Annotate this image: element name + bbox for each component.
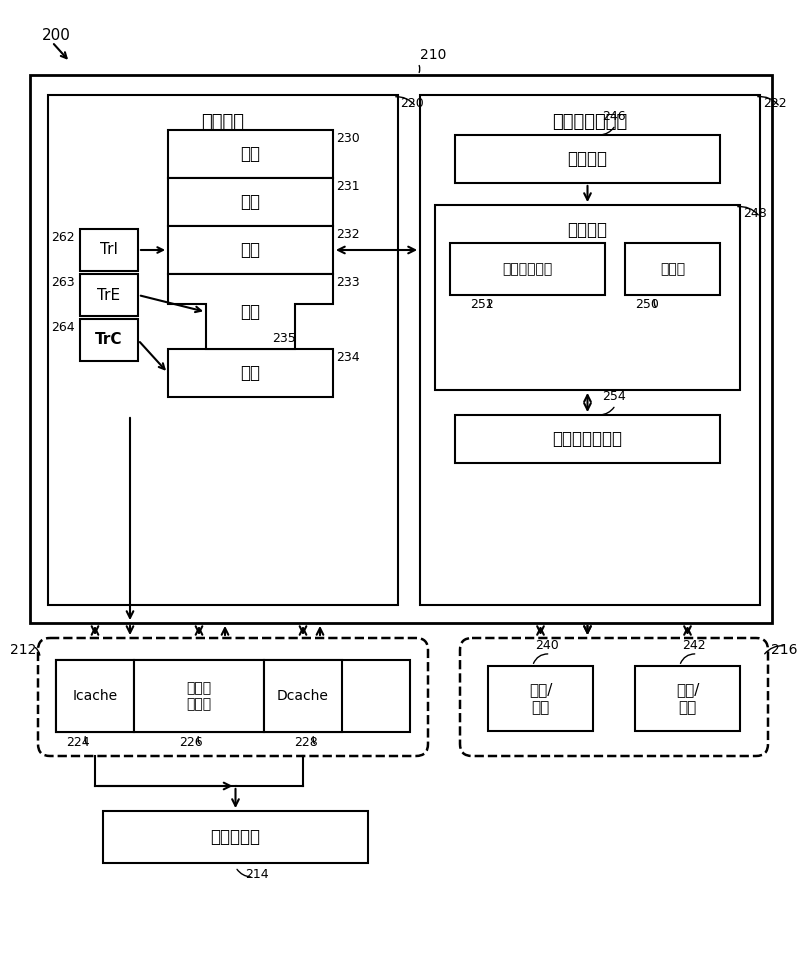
- FancyBboxPatch shape: [460, 638, 768, 756]
- Text: 240: 240: [535, 639, 559, 652]
- Text: 232: 232: [336, 228, 360, 241]
- Text: 监视逻辑: 监视逻辑: [567, 221, 607, 239]
- Text: 228: 228: [294, 736, 318, 749]
- Text: TrE: TrE: [98, 287, 121, 303]
- Bar: [48, 95, 398, 605]
- Text: 230: 230: [336, 132, 360, 145]
- Text: 263: 263: [51, 276, 75, 289]
- Text: 提取: 提取: [241, 145, 261, 163]
- Text: 233: 233: [336, 276, 360, 289]
- Bar: [635, 666, 740, 731]
- Text: 210: 210: [420, 48, 446, 62]
- Bar: [488, 666, 593, 731]
- Bar: [455, 135, 720, 183]
- Text: 输入/
输出: 输入/ 输出: [529, 682, 552, 715]
- Bar: [30, 75, 772, 623]
- Text: 262: 262: [51, 231, 75, 244]
- Text: 输入/
输出: 输入/ 输出: [676, 682, 699, 715]
- Bar: [435, 205, 740, 390]
- Text: 执行: 执行: [241, 303, 261, 321]
- Bar: [103, 811, 368, 863]
- Bar: [168, 178, 333, 226]
- Text: 过滤器: 过滤器: [660, 262, 685, 276]
- Text: 214: 214: [246, 868, 269, 881]
- Bar: [168, 130, 333, 178]
- Text: TrC: TrC: [95, 333, 122, 347]
- Text: 系统存储器: 系统存储器: [210, 828, 261, 846]
- Bar: [80, 319, 138, 361]
- Text: 220: 220: [400, 97, 424, 110]
- Text: Icache: Icache: [73, 689, 118, 703]
- Text: 发出: 发出: [241, 241, 261, 259]
- Text: 检测逻辑: 检测逻辑: [567, 150, 607, 168]
- Text: 非分支预测逻辑: 非分支预测逻辑: [552, 113, 628, 131]
- Text: 222: 222: [763, 97, 786, 110]
- Text: 254: 254: [602, 390, 626, 403]
- Text: 248: 248: [743, 207, 766, 220]
- Text: 235: 235: [273, 332, 296, 344]
- Text: 252: 252: [470, 298, 494, 311]
- Bar: [168, 226, 333, 274]
- Bar: [168, 349, 333, 397]
- Bar: [450, 243, 605, 295]
- FancyBboxPatch shape: [38, 638, 428, 756]
- Text: 解码: 解码: [241, 193, 261, 211]
- Text: 224: 224: [66, 736, 90, 749]
- Text: 216: 216: [771, 643, 798, 657]
- Bar: [56, 660, 410, 732]
- Text: 有条件历史表: 有条件历史表: [502, 262, 553, 276]
- Bar: [80, 229, 138, 271]
- Bar: [455, 415, 720, 463]
- Bar: [56, 660, 134, 732]
- Text: TrI: TrI: [100, 242, 118, 258]
- Text: 指令管线: 指令管线: [202, 113, 245, 131]
- Bar: [420, 95, 760, 605]
- Text: 250: 250: [635, 298, 659, 311]
- Text: 完成: 完成: [241, 364, 261, 382]
- Bar: [625, 243, 720, 295]
- Text: 预测与固定电路: 预测与固定电路: [553, 430, 622, 448]
- Text: 存储器
控制器: 存储器 控制器: [186, 681, 211, 711]
- Text: Dcache: Dcache: [277, 689, 329, 703]
- Text: 242: 242: [682, 639, 706, 652]
- Text: 246: 246: [602, 110, 626, 123]
- Bar: [264, 660, 342, 732]
- Bar: [231, 330, 270, 346]
- Text: 231: 231: [336, 180, 360, 193]
- Text: 234: 234: [336, 351, 360, 364]
- Text: 264: 264: [51, 321, 75, 334]
- Text: 212: 212: [10, 643, 36, 657]
- Bar: [80, 274, 138, 316]
- Text: 226: 226: [179, 736, 202, 749]
- Bar: [134, 660, 264, 732]
- Text: 200: 200: [42, 28, 71, 43]
- Polygon shape: [168, 274, 333, 349]
